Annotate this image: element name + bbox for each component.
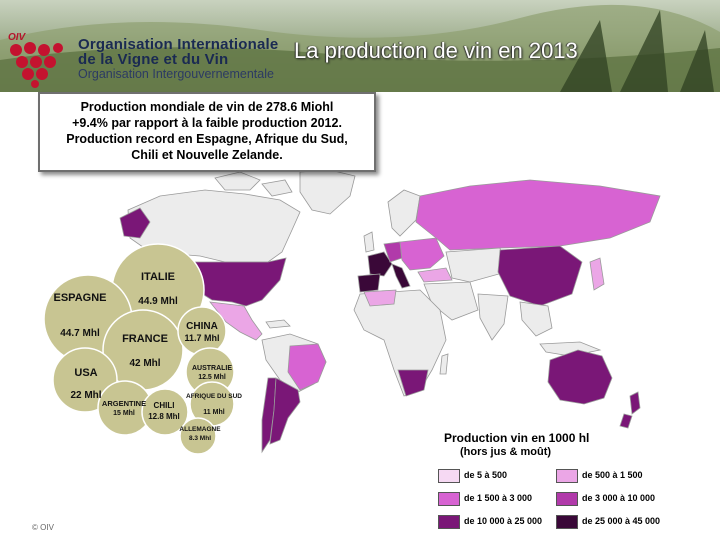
bubble-label-australie: AUSTRALIE xyxy=(192,365,232,372)
production-bubbles xyxy=(43,243,235,455)
land-caribbean xyxy=(265,319,291,329)
bubble-label-afrique-du-sud: AFRIQUE DU SUD xyxy=(186,393,242,400)
land-arctic-islands xyxy=(214,171,293,197)
org-type-line: Organisation Intergouvernementale xyxy=(78,67,274,81)
summary-line-3: Production record en Espagne, Afrique du… xyxy=(66,132,348,146)
land-france xyxy=(367,251,393,277)
land-usa xyxy=(191,257,287,307)
bubble-value-espagne: 44.7 Mhl xyxy=(60,328,100,339)
land-brazil xyxy=(287,343,327,391)
legend-swatch xyxy=(438,515,460,529)
legend-label: de 5 à 500 xyxy=(464,470,508,480)
header-banner: OIV Organisation Internationale de la Vi… xyxy=(0,0,720,92)
summary-line-1: Production mondiale de vin de 278.6 Mioh… xyxy=(80,100,334,114)
vineyard-photo xyxy=(0,4,720,92)
org-name-line1: Organisation Internationale xyxy=(78,36,279,53)
land-spain xyxy=(357,273,381,293)
land-japan xyxy=(589,257,605,291)
land-mexico xyxy=(209,301,263,341)
bubble-label-italie: ITALIE xyxy=(141,271,175,283)
land-australia xyxy=(547,349,613,405)
land-uk xyxy=(363,231,375,253)
legend-label: de 10 000 à 25 000 xyxy=(464,516,543,526)
grape-logo-icon xyxy=(10,42,63,88)
bubble-value-australie: 12.5 Mhl xyxy=(198,374,226,381)
bubble-value-usa: 22 Mhl xyxy=(70,390,101,401)
legend-swatch xyxy=(556,469,578,483)
legend-swatch xyxy=(556,492,578,506)
bubble-value-italie: 44.9 Mhl xyxy=(138,296,178,307)
bubble-value-chili: 12.8 Mhl xyxy=(148,412,180,421)
slide-title: La production de vin en 2013 xyxy=(294,38,578,63)
land-italy xyxy=(391,263,411,289)
legend-label: de 25 000 à 45 000 xyxy=(582,516,661,526)
summary-line-4: Chili et Nouvelle Zelande. xyxy=(131,148,283,162)
bubble-label-usa: USA xyxy=(74,367,97,379)
land-russia xyxy=(415,179,661,251)
legend-label: de 3 000 à 10 000 xyxy=(582,493,656,503)
land-new-zealand xyxy=(619,391,641,429)
land-madagascar xyxy=(439,353,449,375)
legend-swatch xyxy=(438,492,460,506)
land-greenland xyxy=(299,169,356,215)
bubble-value-allemagne: 8.3 Mhl xyxy=(189,435,211,442)
land-alaska xyxy=(119,207,151,239)
world-map: ITALIE 44.9 Mhl ESPAGNE 44.7 Mhl FRANCE … xyxy=(43,169,661,455)
bubble-value-afrique-du-sud: 11 Mhl xyxy=(203,409,224,416)
land-north-africa xyxy=(363,289,397,307)
land-central-asia xyxy=(445,247,507,283)
bubble-value-china: 11.7 Mhl xyxy=(184,333,219,343)
bubble-chili xyxy=(141,388,189,436)
bubble-value-argentine: 15 Mhl xyxy=(113,410,135,417)
land-scandinavia xyxy=(387,189,421,237)
bubble-value-france: 42 Mhl xyxy=(129,358,160,369)
copyright: © OIV xyxy=(32,523,54,532)
land-africa xyxy=(353,289,447,397)
land-argentina xyxy=(269,377,301,445)
land-india xyxy=(477,293,509,341)
legend-swatch xyxy=(556,515,578,529)
bubble-allemagne xyxy=(179,417,217,455)
legend-swatch xyxy=(438,469,460,483)
org-name-line2: de la Vigne et du Vin xyxy=(78,51,229,68)
land-southeast-asia xyxy=(519,301,553,337)
bubble-labels: ITALIE 44.9 Mhl ESPAGNE 44.7 Mhl FRANCE … xyxy=(54,271,243,442)
bubble-label-france: FRANCE xyxy=(122,333,168,345)
land-south-africa xyxy=(397,369,429,397)
oiv-logo-panel: OIV Organisation Internationale de la Vi… xyxy=(0,28,292,88)
legend-label: de 500 à 1 500 xyxy=(582,470,643,480)
land-eastern-europe xyxy=(399,237,445,271)
legend-label: de 1 500 à 3 000 xyxy=(464,493,533,503)
oiv-brand-text: OIV xyxy=(8,32,26,43)
bubble-label-espagne: ESPAGNE xyxy=(54,292,107,304)
land-turkey xyxy=(417,267,453,283)
bubble-label-chili: CHILI xyxy=(154,401,175,410)
bubble-label-argentine: ARGENTINE xyxy=(102,399,146,408)
legend-title: Production vin en 1000 hl xyxy=(444,431,590,445)
bubble-label-allemagne: ALLEMAGNE xyxy=(179,426,221,433)
bubble-label-china: CHINA xyxy=(186,321,218,332)
land-china xyxy=(497,245,583,307)
legend-subtitle: (hors jus & moût) xyxy=(460,446,552,458)
summary-line-2: +9.4% par rapport à la faible production… xyxy=(72,116,342,130)
summary-callout: Production mondiale de vin de 278.6 Mioh… xyxy=(38,92,376,172)
